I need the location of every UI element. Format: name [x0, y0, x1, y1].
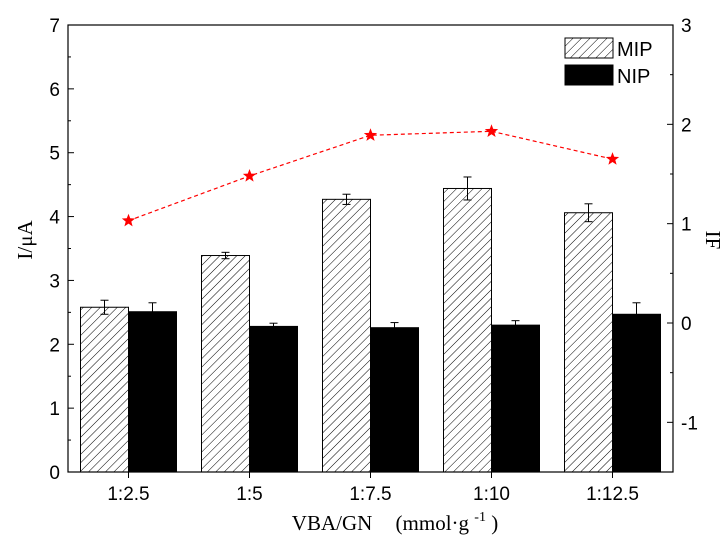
y2-axis-title: IF: [701, 231, 721, 250]
error-bar-mip: [584, 203, 593, 223]
legend-label-mip: MIP: [617, 39, 653, 61]
bar-nip: [612, 313, 661, 473]
x-axis-title: VBA/GN (mmol·g -1 ): [292, 502, 498, 535]
y-tick-label: 0: [49, 463, 60, 484]
if-point-star: [363, 128, 378, 141]
y2-tick-label: 1: [681, 215, 692, 236]
y2-tick-label: -1: [681, 413, 698, 434]
bar-nip: [370, 327, 419, 473]
y2-tick-label: 3: [681, 16, 692, 37]
bar-nip: [128, 311, 177, 473]
legend-label-nip: NIP: [617, 66, 650, 88]
y-tick-label: 3: [49, 271, 60, 292]
error-bar-mip: [221, 251, 230, 260]
error-bar-nip: [148, 302, 157, 322]
if-series-line: [128, 130, 613, 222]
x-tick-label: 1:10: [473, 484, 510, 505]
y-tick-label: 5: [49, 144, 60, 165]
y-tick-label: 2: [49, 335, 60, 356]
bar-mip: [443, 187, 492, 473]
y2-tick-label: 2: [681, 115, 692, 136]
bar-nip: [491, 324, 540, 473]
error-bar-nip: [632, 302, 641, 327]
y-tick-label: 7: [49, 16, 60, 37]
y2-tick-label: 0: [681, 314, 692, 335]
legend-swatch-mip: [564, 37, 614, 59]
y-axis-title: I/μA: [13, 220, 37, 260]
x-tick-label: 1:7.5: [349, 484, 391, 505]
error-bar-mip: [463, 176, 472, 201]
error-bar-nip: [511, 320, 520, 331]
x-tick-label: 1:5: [236, 484, 262, 505]
if-point-star: [242, 168, 257, 182]
x-tick-label: 1:12.5: [586, 484, 639, 505]
if-point-star: [484, 124, 499, 137]
error-bar-nip: [269, 322, 278, 331]
if-point-star: [121, 213, 136, 227]
legend: MIP NIP: [564, 37, 653, 88]
bar-nip: [249, 325, 298, 473]
legend-swatch-nip: [564, 64, 614, 86]
bar-mip: [564, 212, 613, 473]
error-bar-mip: [100, 299, 109, 315]
if-point-star: [605, 152, 620, 165]
y-tick-label: 4: [49, 208, 60, 229]
bar-mip: [80, 306, 129, 473]
error-bar-mip: [342, 193, 351, 205]
bar-mip: [322, 198, 371, 473]
error-bar-nip: [390, 322, 399, 334]
y-tick-label: 6: [49, 80, 60, 101]
bar-mip: [201, 255, 250, 473]
y-tick-label: 1: [49, 399, 60, 420]
x-tick-label: 1:2.5: [107, 484, 149, 505]
